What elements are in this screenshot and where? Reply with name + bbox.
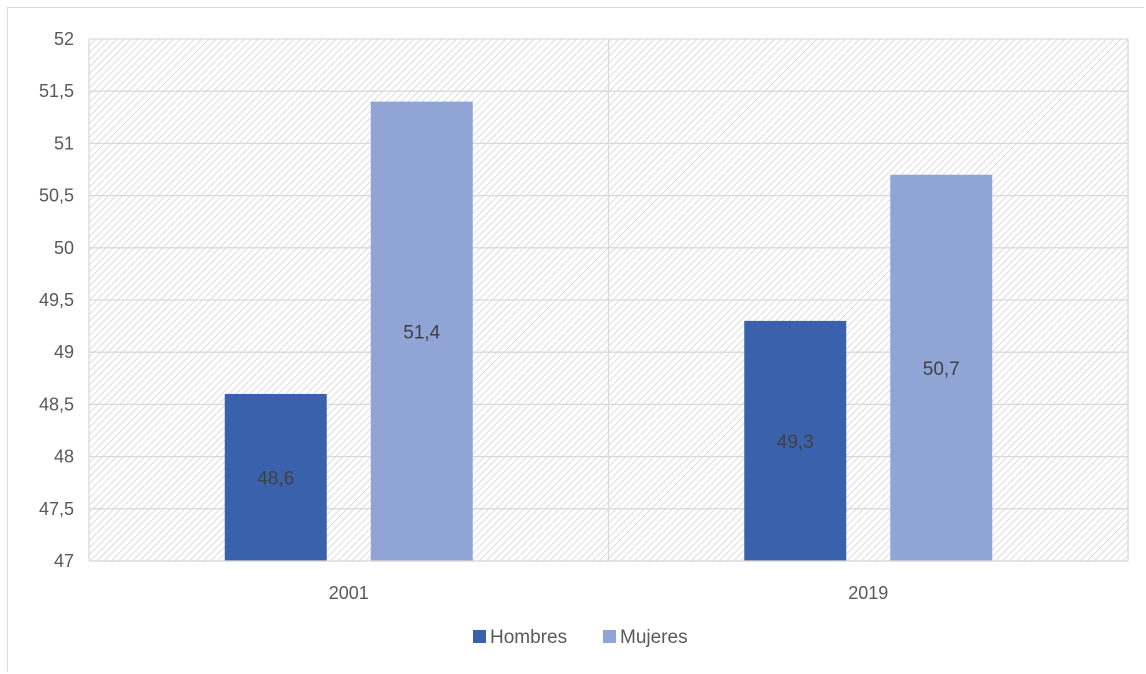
legend-label: Mujeres bbox=[620, 627, 688, 648]
y-tick-label: 48 bbox=[54, 447, 74, 467]
data-label: 51,4 bbox=[403, 322, 440, 343]
bar bbox=[224, 393, 327, 561]
chart-area bbox=[7, 7, 1144, 672]
legend-swatch bbox=[473, 630, 486, 643]
y-tick-label: 50 bbox=[54, 238, 74, 258]
legend-label: Hombres bbox=[490, 627, 567, 648]
bar bbox=[744, 320, 847, 561]
x-tick-label: 2001 bbox=[329, 583, 369, 603]
y-tick-label: 49 bbox=[54, 342, 74, 362]
data-label: 48,6 bbox=[257, 468, 294, 489]
data-label: 49,3 bbox=[777, 432, 814, 453]
bar bbox=[370, 101, 473, 561]
y-tick-label: 47 bbox=[54, 551, 74, 571]
y-tick-label: 47,5 bbox=[39, 499, 74, 519]
y-tick-label: 51 bbox=[54, 133, 74, 153]
x-tick-label: 2019 bbox=[848, 583, 888, 603]
legend-swatch bbox=[603, 630, 616, 643]
y-tick-label: 48,5 bbox=[39, 394, 74, 414]
y-tick-label: 52 bbox=[54, 29, 74, 49]
y-tick-label: 51,5 bbox=[39, 81, 74, 101]
y-tick-label: 50,5 bbox=[39, 186, 74, 206]
y-tick-label: 49,5 bbox=[39, 290, 74, 310]
bar bbox=[890, 174, 993, 561]
data-label: 50,7 bbox=[923, 359, 960, 380]
